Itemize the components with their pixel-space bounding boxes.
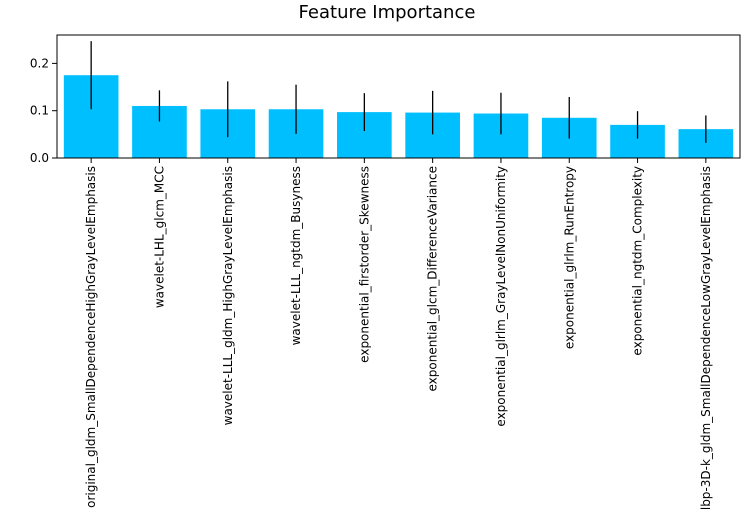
x-tick-label: exponential_glrlm_GrayLevelNonUniformity: [494, 166, 508, 427]
x-tick-label: exponential_ngtdm_Complexity: [631, 166, 645, 356]
plot-frame: [56, 34, 741, 159]
x-tick-label: lbp-3D-k_gldm_SmallDependenceLowGrayLeve…: [699, 166, 713, 510]
x-tick-label: exponential_glcm_DifferenceVariance: [426, 166, 440, 392]
x-tick-label: exponential_glrlm_RunEntropy: [562, 166, 576, 349]
x-tick-label: wavelet-LLL_ngtdm_Busyness: [289, 166, 303, 345]
errorbars-group: [90, 41, 707, 143]
chart-title: Feature Importance: [299, 2, 476, 23]
x-axis: original_gldm_SmallDependenceHighGrayLev…: [84, 158, 713, 510]
x-tick-label: wavelet-LHL_glcm_MCC: [152, 166, 166, 308]
bars-group: [63, 75, 734, 158]
y-tick-label: 0.2: [30, 56, 49, 70]
x-tick-label: exponential_firstorder_Skewness: [357, 166, 371, 363]
y-axis: 0.0 0.1 0.2: [30, 56, 57, 165]
y-tick-label: 0.1: [30, 104, 49, 118]
x-tick-label: wavelet-LLL_gldm_HighGrayLevelEmphasis: [221, 166, 235, 425]
y-tick-label: 0.0: [30, 151, 49, 165]
x-tick-label: original_gldm_SmallDependenceHighGrayLev…: [84, 166, 98, 508]
